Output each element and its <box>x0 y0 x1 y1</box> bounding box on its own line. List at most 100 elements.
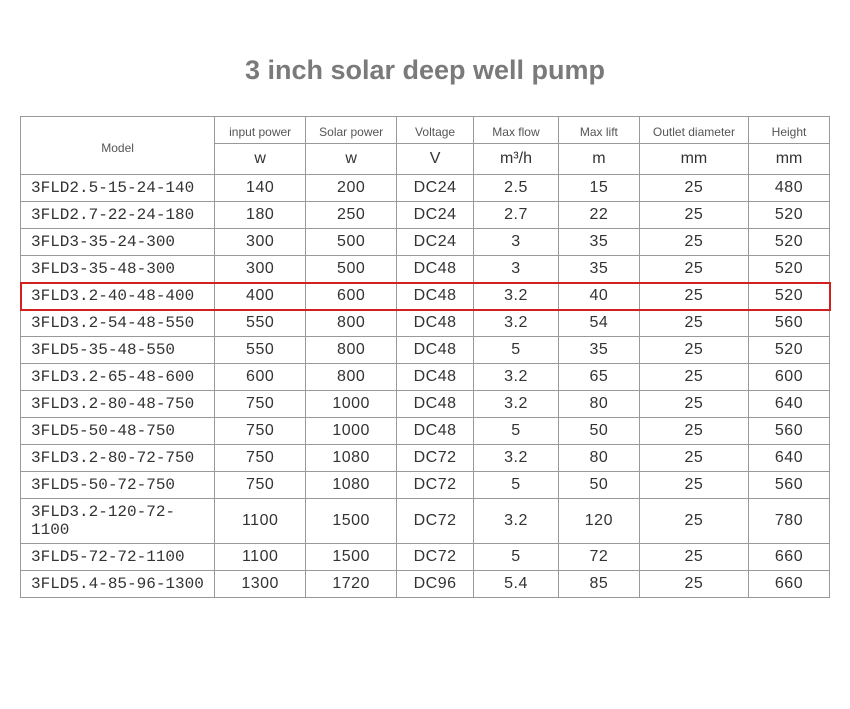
value-cell: 3.2 <box>474 283 559 310</box>
value-cell: 1000 <box>306 391 397 418</box>
value-cell: 25 <box>639 571 748 598</box>
value-cell: DC48 <box>397 283 474 310</box>
value-cell: 640 <box>749 391 830 418</box>
value-cell: 25 <box>639 391 748 418</box>
value-cell: 800 <box>306 364 397 391</box>
value-cell: 5 <box>474 337 559 364</box>
value-cell: 600 <box>749 364 830 391</box>
table-row: 3FLD3.2-80-72-7507501080DC723.28025640 <box>21 445 830 472</box>
value-cell: DC24 <box>397 202 474 229</box>
value-cell: 5 <box>474 418 559 445</box>
value-cell: 480 <box>749 175 830 202</box>
value-cell: DC72 <box>397 499 474 544</box>
col-model-header: Model <box>21 117 215 175</box>
value-cell: 3 <box>474 229 559 256</box>
table-row: 3FLD5-35-48-550550800DC4853525520 <box>21 337 830 364</box>
table-row: 3FLD3.2-54-48-550550800DC483.25425560 <box>21 310 830 337</box>
value-cell: 5 <box>474 544 559 571</box>
value-cell: 1300 <box>215 571 306 598</box>
model-cell: 3FLD3-35-48-300 <box>21 256 215 283</box>
value-cell: 25 <box>639 445 748 472</box>
value-cell: 300 <box>215 256 306 283</box>
value-cell: 1000 <box>306 418 397 445</box>
value-cell: DC24 <box>397 175 474 202</box>
table-row: 3FLD5-50-48-7507501000DC4855025560 <box>21 418 830 445</box>
value-cell: 35 <box>558 256 639 283</box>
value-cell: 25 <box>639 202 748 229</box>
value-cell: 25 <box>639 229 748 256</box>
value-cell: DC72 <box>397 544 474 571</box>
value-cell: 660 <box>749 544 830 571</box>
col-unit: V <box>397 144 474 175</box>
col-header: Voltage <box>397 117 474 144</box>
value-cell: 22 <box>558 202 639 229</box>
model-cell: 3FLD5.4-85-96-1300 <box>21 571 215 598</box>
model-cell: 3FLD5-50-72-750 <box>21 472 215 499</box>
table-row: 3FLD3.2-80-48-7507501000DC483.28025640 <box>21 391 830 418</box>
value-cell: 1720 <box>306 571 397 598</box>
value-cell: 520 <box>749 202 830 229</box>
value-cell: 1500 <box>306 544 397 571</box>
table-row: 3FLD5.4-85-96-130013001720DC965.48525660 <box>21 571 830 598</box>
value-cell: 85 <box>558 571 639 598</box>
value-cell: 1100 <box>215 499 306 544</box>
col-unit: w <box>215 144 306 175</box>
table-row: 3FLD5-50-72-7507501080DC7255025560 <box>21 472 830 499</box>
model-cell: 3FLD2.7-22-24-180 <box>21 202 215 229</box>
value-cell: DC48 <box>397 391 474 418</box>
value-cell: 25 <box>639 499 748 544</box>
value-cell: 800 <box>306 337 397 364</box>
col-header: Solar power <box>306 117 397 144</box>
value-cell: 550 <box>215 337 306 364</box>
value-cell: 3 <box>474 256 559 283</box>
model-cell: 3FLD5-72-72-1100 <box>21 544 215 571</box>
value-cell: 1080 <box>306 445 397 472</box>
value-cell: 25 <box>639 283 748 310</box>
page-title: 3 inch solar deep well pump <box>0 55 850 86</box>
value-cell: 15 <box>558 175 639 202</box>
value-cell: DC72 <box>397 472 474 499</box>
value-cell: 800 <box>306 310 397 337</box>
value-cell: 35 <box>558 337 639 364</box>
value-cell: DC48 <box>397 337 474 364</box>
model-cell: 3FLD2.5-15-24-140 <box>21 175 215 202</box>
value-cell: 3.2 <box>474 364 559 391</box>
value-cell: 750 <box>215 418 306 445</box>
value-cell: 80 <box>558 391 639 418</box>
value-cell: 25 <box>639 337 748 364</box>
value-cell: 35 <box>558 229 639 256</box>
value-cell: 25 <box>639 418 748 445</box>
value-cell: 750 <box>215 391 306 418</box>
value-cell: 2.7 <box>474 202 559 229</box>
value-cell: 3.2 <box>474 310 559 337</box>
col-unit: w <box>306 144 397 175</box>
value-cell: DC72 <box>397 445 474 472</box>
value-cell: 560 <box>749 310 830 337</box>
value-cell: 120 <box>558 499 639 544</box>
table-row: 3FLD3-35-48-300300500DC4833525520 <box>21 256 830 283</box>
col-unit: m³/h <box>474 144 559 175</box>
value-cell: DC48 <box>397 364 474 391</box>
model-cell: 3FLD3-35-24-300 <box>21 229 215 256</box>
col-header: Max lift <box>558 117 639 144</box>
value-cell: 1100 <box>215 544 306 571</box>
value-cell: DC48 <box>397 418 474 445</box>
value-cell: 65 <box>558 364 639 391</box>
value-cell: 600 <box>215 364 306 391</box>
spec-table: Model input power Solar power Voltage Ma… <box>20 116 830 598</box>
model-cell: 3FLD5-35-48-550 <box>21 337 215 364</box>
spec-table-body: 3FLD2.5-15-24-140140200DC242.515254803FL… <box>21 175 830 598</box>
value-cell: 50 <box>558 472 639 499</box>
value-cell: 40 <box>558 283 639 310</box>
table-row: 3FLD2.7-22-24-180180250DC242.72225520 <box>21 202 830 229</box>
value-cell: 780 <box>749 499 830 544</box>
value-cell: 750 <box>215 445 306 472</box>
value-cell: 80 <box>558 445 639 472</box>
value-cell: 200 <box>306 175 397 202</box>
value-cell: 500 <box>306 229 397 256</box>
col-header: Height <box>749 117 830 144</box>
table-row: 3FLD3.2-40-48-400400600DC483.24025520 <box>21 283 830 310</box>
table-row: 3FLD3-35-24-300300500DC2433525520 <box>21 229 830 256</box>
value-cell: 1080 <box>306 472 397 499</box>
value-cell: 54 <box>558 310 639 337</box>
